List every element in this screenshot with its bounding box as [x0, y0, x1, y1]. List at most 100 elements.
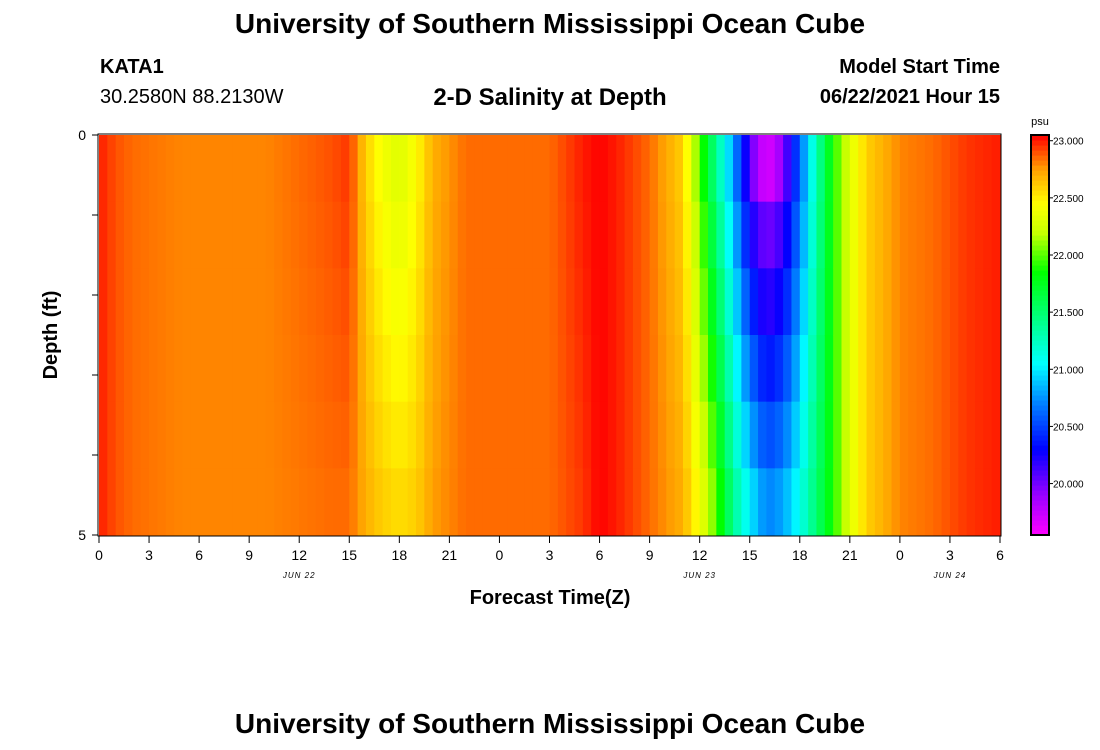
heatmap-cell — [766, 401, 776, 469]
colorbar-swatch — [1031, 455, 1049, 461]
heatmap-cell — [532, 135, 542, 203]
heatmap-cell — [591, 135, 601, 203]
heatmap-cell — [774, 135, 784, 203]
heatmap-cell — [949, 335, 959, 403]
heatmap-cell — [941, 201, 951, 269]
heatmap-cell — [449, 401, 459, 469]
heatmap-cell — [99, 201, 108, 269]
colorbar-swatch — [1031, 240, 1049, 246]
heatmap-cell — [182, 135, 192, 203]
axes: 0 3 6 9 12 15 18 21 0 3 6 9 12 15 18 21 0 3 6 JUN 22 JUN 23 J… — [78, 127, 1004, 580]
heatmap-cell — [499, 335, 509, 403]
heatmap-cell — [424, 268, 434, 336]
heatmap-cell — [365, 335, 375, 403]
colorbar-swatch — [1031, 380, 1049, 386]
heatmap-cell — [340, 201, 350, 269]
heatmap-cell — [949, 401, 959, 469]
colorbar-swatch — [1031, 165, 1049, 171]
heatmap-cell — [324, 335, 334, 403]
heatmap-cell — [824, 201, 834, 269]
heatmap-cell — [733, 135, 742, 203]
heatmap-cell — [124, 468, 133, 536]
colorbar-swatch — [1031, 340, 1049, 346]
heatmap-cell — [699, 468, 709, 536]
heatmap-cell — [499, 268, 509, 336]
heatmap-cell — [699, 335, 709, 403]
heatmap-cell — [858, 401, 868, 469]
heatmap-cell — [841, 201, 851, 269]
heatmap-cell — [599, 135, 609, 203]
heatmap-cell — [416, 135, 425, 203]
heatmap-cell — [632, 335, 642, 403]
x-tick-label: 12 — [291, 547, 307, 563]
heatmap-cell — [933, 335, 943, 403]
heatmap-cell — [733, 468, 742, 536]
heatmap-cell — [983, 468, 993, 536]
heatmap-cell — [691, 401, 701, 469]
heatmap-cell — [390, 268, 400, 336]
heatmap-cell — [582, 335, 592, 403]
heatmap-cell — [708, 135, 717, 203]
heatmap-cell — [808, 335, 818, 403]
colorbar-swatch — [1031, 300, 1049, 306]
colorbar-swatch — [1031, 200, 1049, 206]
heatmap-cell — [791, 468, 801, 536]
heatmap-cell — [783, 401, 793, 469]
date-label: JUN 22 — [282, 571, 316, 580]
colorbar-tick-label: 20.000 — [1053, 480, 1084, 491]
heatmap-cell — [307, 401, 317, 469]
heatmap-cell — [949, 268, 959, 336]
colorbar-swatch — [1031, 505, 1049, 511]
colorbar-swatch — [1031, 355, 1049, 361]
heatmap-cell — [616, 268, 626, 336]
heatmap-cell — [791, 201, 801, 269]
heatmap-cell — [516, 335, 526, 403]
heatmap-cell — [949, 135, 959, 203]
x-tick-label: 3 — [546, 547, 554, 563]
heatmap-cell — [115, 201, 125, 269]
heatmap-cell — [541, 335, 551, 403]
heatmap-cell — [124, 335, 133, 403]
heatmap-cell — [507, 468, 517, 536]
heatmap-cell — [182, 468, 192, 536]
heatmap-cell — [607, 468, 617, 536]
heatmap-cell — [499, 135, 509, 203]
heatmap-cell — [432, 201, 442, 269]
heatmap-cell — [157, 135, 167, 203]
heatmap-cell — [299, 468, 309, 536]
heatmap-cell — [716, 401, 726, 469]
heatmap-cell — [315, 135, 325, 203]
heatmap-cell — [174, 468, 184, 536]
heatmap-cell — [741, 201, 751, 269]
heatmap-cell — [332, 335, 342, 403]
heatmap-cell — [799, 268, 809, 336]
heatmap-cell — [933, 201, 943, 269]
heatmap-cell — [924, 401, 934, 469]
heatmap-cell — [449, 268, 459, 336]
heatmap-cell — [399, 135, 409, 203]
heatmap-cell — [908, 135, 918, 203]
heatmap-cell — [899, 401, 909, 469]
heatmap-cell — [107, 335, 117, 403]
heatmap-cell — [908, 201, 918, 269]
heatmap-cell — [349, 135, 359, 203]
heatmap-cell — [124, 401, 133, 469]
heatmap-cell — [549, 335, 559, 403]
colorbar-swatch — [1031, 485, 1049, 491]
heatmap-cell — [808, 401, 818, 469]
heatmap-cell — [449, 135, 459, 203]
heatmap-cell — [883, 201, 893, 269]
heatmap-cell — [716, 335, 726, 403]
heatmap-cell — [107, 468, 117, 536]
heatmap-cell — [124, 135, 133, 203]
heatmap-cell — [682, 335, 692, 403]
heatmap-cell — [691, 468, 701, 536]
heatmap-cell — [816, 401, 826, 469]
heatmap-cell — [641, 401, 651, 469]
colorbar-swatch — [1031, 275, 1049, 281]
heatmap-cell — [307, 468, 317, 536]
heatmap-cell — [624, 201, 634, 269]
heatmap-cell — [657, 468, 667, 536]
heatmap-cell — [107, 401, 117, 469]
heatmap-cell — [249, 201, 259, 269]
